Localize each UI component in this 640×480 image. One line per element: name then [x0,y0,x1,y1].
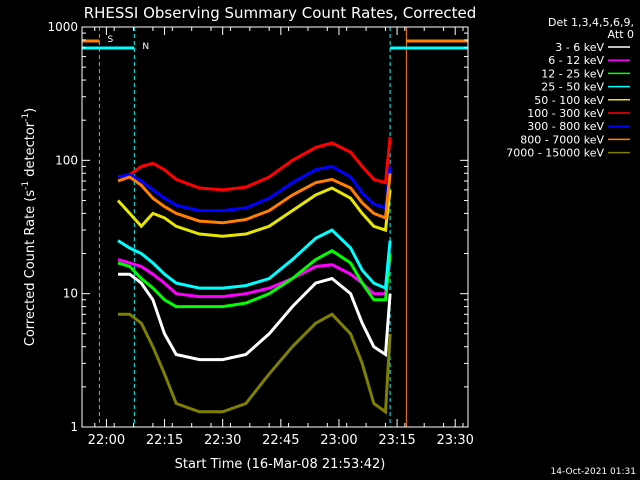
series-line [117,173,392,225]
timestamp: 14-Oct-2021 01:31 [551,467,636,477]
y-tick-label: 1000 [47,20,78,34]
marker-lines: SN [82,27,468,427]
legend-label: 6 - 12 keV [548,54,604,67]
y-axis-label-sup1: -1 [21,181,31,190]
y-axis-label-part2: detector [23,121,38,181]
series-layer [116,136,392,415]
series-line [118,312,392,415]
legend-label: 3 - 6 keV [555,41,604,54]
series-line [118,272,392,362]
x-tick-label: 22:00 [88,433,125,448]
x-tick-label: 23:15 [378,433,415,448]
legend-header-line2: Att 0 [608,28,634,41]
y-tick-label: 1 [70,420,78,434]
legend-label: 300 - 800 keV [527,120,604,133]
series-line [116,186,392,238]
y-axis-label-part1: Corrected Count Rate (s [23,190,38,347]
legend-label: 7000 - 15000 keV [506,147,604,160]
series-line [117,136,392,192]
marker-label: S [107,35,113,45]
legend-label: 50 - 100 keV [534,94,604,107]
x-axis-label: Start Time (16-Mar-08 21:53:42) [175,457,386,472]
plot-frame [81,26,469,428]
chart-title: RHESSI Observing Summary Count Rates, Co… [84,4,477,22]
legend-label: 800 - 7000 keV [520,133,604,146]
x-tick-label: 22:45 [262,433,299,448]
y-axis-label-part3: ) [23,108,38,113]
x-tick-label: 22:30 [204,433,241,448]
x-axis: 22:00 22:15 22:30 22:45 23:00 23:15 23:30 [88,27,474,448]
y-axis-label-sup2: -1 [21,113,31,122]
legend-label: 25 - 50 keV [541,81,604,94]
series-line [117,228,392,291]
legend-header-line1: Det 1,3,4,5,6,9, [548,16,634,29]
y-tick-label: 10 [63,287,78,301]
y-axis-label: Corrected Count Rate (s-1 detector-1) [21,108,38,346]
marker-label: N [142,42,149,52]
y-tick-label: 100 [55,153,78,167]
x-tick-label: 23:00 [320,433,357,448]
x-tick-label: 22:15 [146,433,183,448]
y-axis: 1 10 100 1000 [47,20,468,434]
x-tick-label: 23:30 [436,433,473,448]
legend-label: 100 - 300 keV [527,107,604,120]
legend-label: 12 - 25 keV [541,67,604,80]
series-line [117,248,392,309]
series-line [117,164,392,213]
